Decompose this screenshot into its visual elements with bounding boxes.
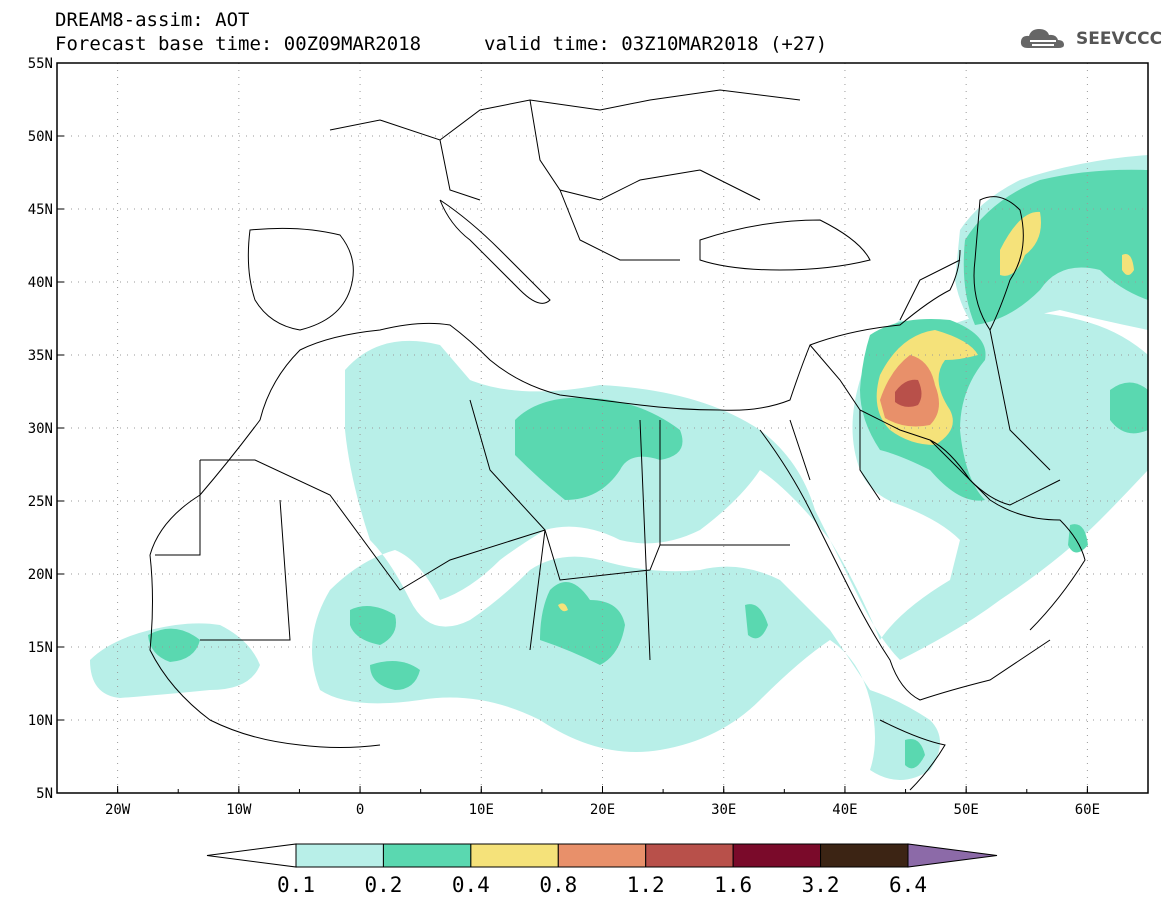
- colorbar-lower-arrow: [206, 843, 297, 868]
- lon-label: 20W: [105, 802, 131, 818]
- graticule: [57, 63, 1148, 793]
- lat-label: 30N: [28, 421, 53, 437]
- aot-region-iraq-red: [895, 379, 922, 407]
- lat-label: 25N: [28, 494, 53, 510]
- product-title: DREAM8-assim: AOT: [55, 9, 250, 31]
- border-middle-east: [809, 259, 1051, 501]
- colorbar-label: 1.2: [627, 873, 665, 897]
- lon-label: 20E: [590, 802, 615, 818]
- colorbar-segment: [470, 843, 559, 868]
- aot-region-nigeria: [370, 661, 420, 690]
- coastline-westafrica: [149, 554, 381, 748]
- aot-region-turkmen-yellow: [1122, 254, 1134, 275]
- lon-label: 60E: [1075, 802, 1100, 818]
- colorbar-label: 0.1: [277, 873, 315, 897]
- coastlines: [149, 89, 1086, 791]
- colorbar-segment: [557, 843, 647, 868]
- lat-label: 55N: [28, 56, 53, 72]
- aot-region-yemen-green: [905, 739, 925, 769]
- lat-label: 10N: [28, 713, 53, 729]
- axis-ticks: [56, 62, 1149, 794]
- colorbar-label: 0.2: [364, 873, 402, 897]
- colorbar-label: 6.4: [889, 873, 927, 897]
- latitude-labels: 55N 50N 45N 40N 35N 30N 25N 20N 15N 10N 5N: [28, 56, 53, 802]
- lon-label: 0: [356, 802, 364, 818]
- logo-text: SEEVCCC: [1076, 29, 1163, 49]
- coastline-europe-africa: [149, 249, 961, 556]
- coastline-gulf: [929, 439, 1061, 506]
- lat-label: 40N: [28, 275, 53, 291]
- colorbar-segment: [645, 843, 734, 868]
- colorbar-segment: [382, 843, 472, 868]
- colorbar-upper-arrow: [907, 843, 998, 868]
- colorbar-segment: [295, 843, 384, 868]
- colorbar-label: 3.2: [802, 873, 840, 897]
- coastline-somalia: [879, 719, 946, 791]
- coastline-caspian: [973, 196, 1024, 331]
- longitude-labels: 20W 10W 0 10E 20E 30E 40E 50E 60E: [105, 802, 1100, 818]
- coastline-iberia: [247, 227, 354, 331]
- coastline-italy: [439, 199, 551, 304]
- aot-region-chad: [540, 582, 625, 665]
- colorbar-label: 0.4: [452, 873, 490, 897]
- aot-region-sudan: [745, 604, 768, 639]
- coastline-blacksea: [699, 219, 871, 271]
- lon-label: 30E: [711, 802, 736, 818]
- lon-label: 40E: [832, 802, 857, 818]
- lon-label: 10E: [469, 802, 494, 818]
- aot-region-caspian-yellow: [1000, 211, 1041, 276]
- lat-label: 20N: [28, 567, 53, 583]
- valid-time: valid time: 03Z10MAR2018 (+27): [484, 33, 828, 55]
- cloud-icon: [1020, 29, 1064, 48]
- aot-region-sahara: [312, 312, 1148, 780]
- lat-label: 35N: [28, 348, 53, 364]
- colorbar-segment: [820, 843, 909, 868]
- lon-label: 50E: [954, 802, 979, 818]
- aot-region-chad-yellow: [558, 603, 568, 612]
- colorbar-segment: [732, 843, 822, 868]
- colorbar-label: 0.8: [539, 873, 577, 897]
- colorbar-label: 1.6: [714, 873, 752, 897]
- lat-label: 50N: [28, 129, 53, 145]
- border-europe: [329, 89, 801, 261]
- colorbar: [206, 843, 998, 868]
- coastline-redsea: [759, 429, 1051, 701]
- aot-region-iran-green: [1110, 382, 1148, 434]
- aot-region-senegal: [148, 628, 200, 662]
- seevccc-logo: SEEVCCC: [1018, 26, 1162, 52]
- base-time: Forecast base time: 00Z09MAR2018: [55, 33, 422, 55]
- lat-label: 5N: [36, 786, 53, 802]
- aot-region-oman-green: [1068, 524, 1088, 553]
- lat-label: 45N: [28, 202, 53, 218]
- border-north-africa: [155, 399, 790, 661]
- aot-region-niger: [350, 606, 396, 645]
- lon-label: 10W: [226, 802, 252, 818]
- aot-field: [90, 155, 1148, 780]
- lat-label: 15N: [28, 640, 53, 656]
- colorbar-labels: 0.1 0.2 0.4 0.8 1.2 1.6 3.2 6.4: [277, 873, 927, 897]
